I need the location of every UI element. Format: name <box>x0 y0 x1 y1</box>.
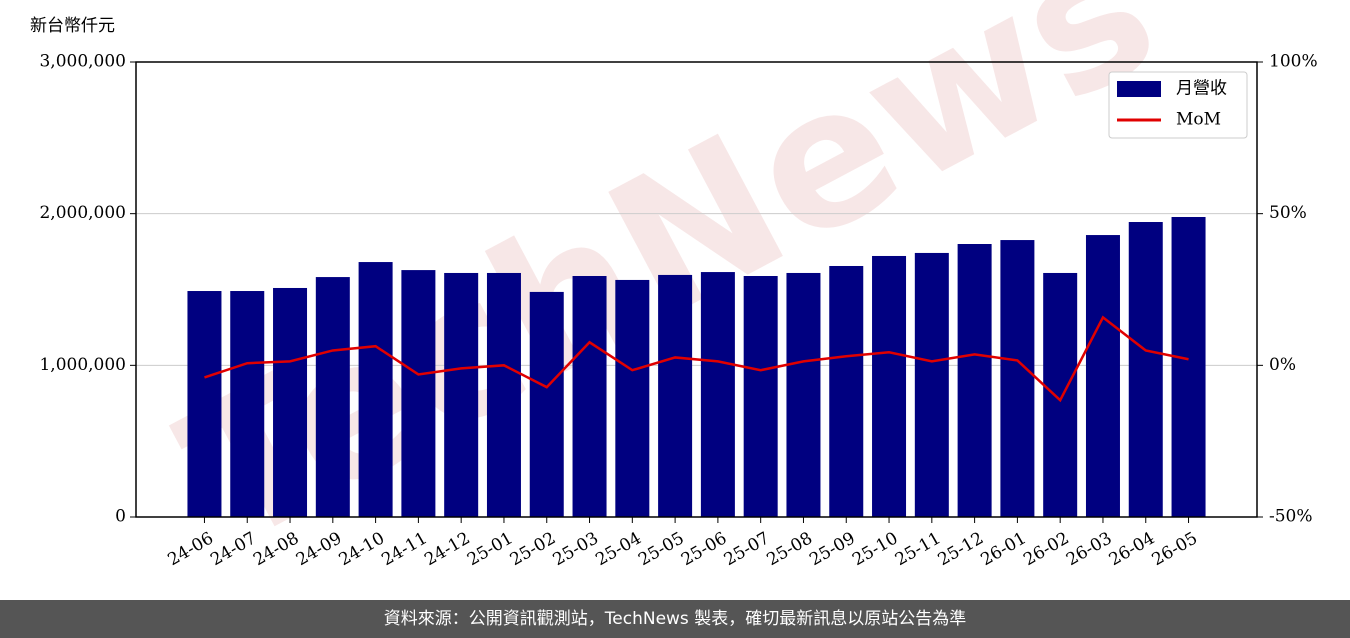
legend-label: 月營收 <box>1176 79 1227 99</box>
x-tick-label: 25-12 <box>935 528 987 570</box>
x-tick-label: 26-04 <box>1106 528 1158 570</box>
x-tick-label: 25-09 <box>806 528 858 570</box>
y-tick-label: 2,000,000 <box>39 203 126 223</box>
y-tick-label: 3,000,000 <box>39 52 126 72</box>
bar <box>1043 272 1078 517</box>
bar <box>230 291 265 517</box>
bar <box>786 272 821 517</box>
bar <box>315 277 350 517</box>
bar <box>700 272 735 517</box>
bar <box>957 244 992 517</box>
legend-swatch <box>1117 81 1161 97</box>
x-tick-label: 25-04 <box>592 528 644 570</box>
x-tick-label: 24-12 <box>421 528 473 570</box>
legend: 月營收 MoM <box>1108 71 1248 139</box>
bar <box>1171 217 1206 517</box>
bar <box>444 272 479 517</box>
bar <box>658 274 693 517</box>
x-tick-label: 25-03 <box>550 528 602 570</box>
x-tick-label: 26-05 <box>1149 528 1201 570</box>
bar <box>486 272 521 517</box>
bar <box>358 262 393 517</box>
plot-frame <box>135 61 1258 518</box>
y-axis-title: 新台幣仟元 <box>30 16 115 36</box>
x-tick-label: 26-03 <box>1063 528 1115 570</box>
y-tick-label: 0 <box>115 507 126 527</box>
y2-tick-label: -50% <box>1269 507 1313 527</box>
x-tick-label: 25-11 <box>892 528 944 570</box>
x-tick-label: 25-10 <box>849 528 901 570</box>
bar <box>1128 222 1163 517</box>
legend-label: MoM <box>1176 110 1221 130</box>
mom-line <box>204 315 1189 403</box>
x-tick-label: 24-06 <box>165 528 217 570</box>
bar <box>187 291 222 517</box>
x-tick-label: 25-05 <box>635 528 687 570</box>
x-tick-label: 26-01 <box>977 528 1029 570</box>
y2-tick-label: 0% <box>1269 355 1296 375</box>
bar <box>572 276 607 517</box>
bar <box>401 270 436 517</box>
x-tick-label: 25-02 <box>507 528 559 570</box>
x-tick-label: 24-11 <box>378 528 430 570</box>
bar <box>872 255 907 517</box>
bar <box>615 279 650 517</box>
bar <box>1000 240 1035 517</box>
bar <box>743 276 778 517</box>
bar <box>1085 235 1120 517</box>
chart: 新台幣仟元 TechNews 01,000,0002,000,0003,000,… <box>30 0 1318 588</box>
x-tick-label: 25-07 <box>721 528 773 570</box>
x-tick-label: 25-08 <box>764 528 816 570</box>
y-tick-label: 1,000,000 <box>39 355 126 375</box>
x-tick-label: 26-02 <box>1020 528 1072 570</box>
x-tick-label: 25-01 <box>464 528 516 570</box>
bar <box>914 252 949 517</box>
y2-tick-label: 100% <box>1269 52 1318 72</box>
footer: 資料來源：公開資訊觀測站，TechNews 製表，確切最新訊息以原站公告為準 <box>0 600 1350 638</box>
bar <box>829 265 864 517</box>
x-tick-label: 25-06 <box>678 528 730 570</box>
bar <box>529 291 564 517</box>
bar <box>273 287 308 517</box>
y2-tick-label: 50% <box>1269 203 1307 223</box>
